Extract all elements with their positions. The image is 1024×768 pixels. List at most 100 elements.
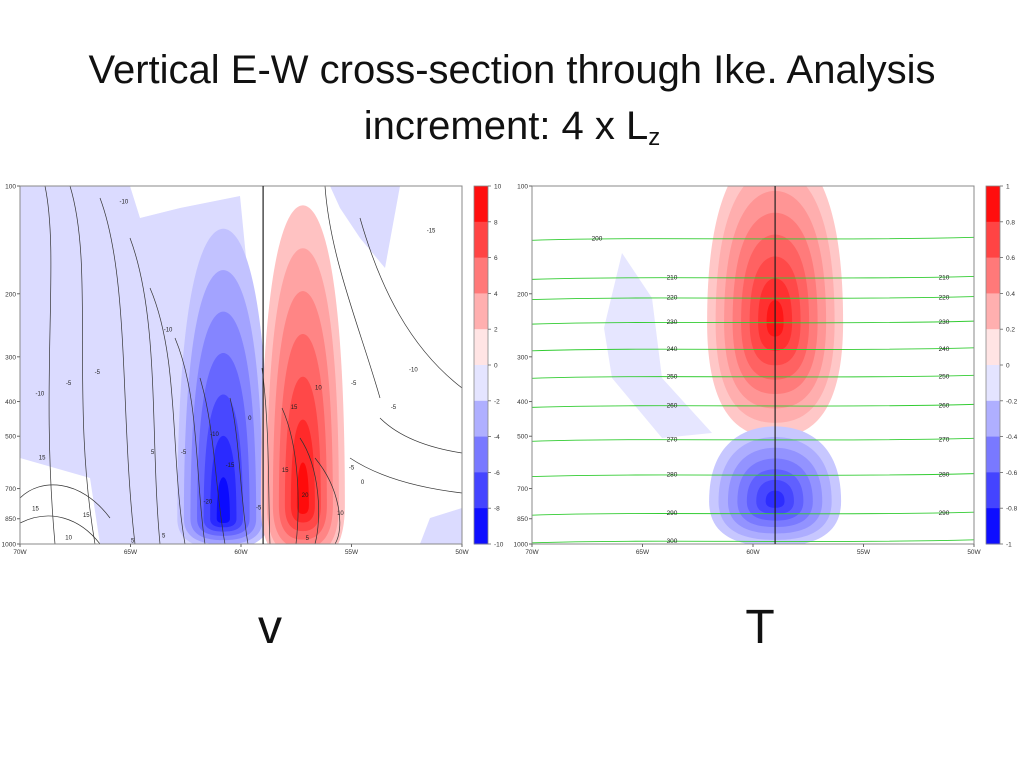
t-isotherm-line <box>532 347 974 352</box>
v-contour-label: 10 <box>65 535 72 541</box>
v-contour-line <box>359 217 462 389</box>
t-x-tick-label: 60W <box>746 549 760 556</box>
v-contour-label: -5 <box>181 450 187 456</box>
t-isotherm-line <box>532 437 974 442</box>
v-contours <box>20 186 462 544</box>
v-contour-line <box>44 186 56 544</box>
v-contour-label: 10 <box>337 511 344 517</box>
v-contour-line <box>199 377 226 544</box>
v-contour-line <box>20 484 111 519</box>
t-colorbar-swatch <box>986 186 1000 223</box>
v-y-tick-label: 1000 <box>2 542 17 549</box>
v-colorbar-swatch <box>474 293 488 330</box>
v-increment-band <box>296 462 309 514</box>
v-contour-label: 20 <box>302 493 309 499</box>
t-colorbar-swatch <box>986 400 1000 438</box>
v-contour-label: 15 <box>32 506 39 512</box>
chart-t-panel: 200 210 210 220 220 230 230 240 240 250 250 260 260 2… <box>514 184 1018 557</box>
t-colorbar-swatch <box>986 472 1000 509</box>
t-isotherm-label-left: 200 <box>592 235 603 242</box>
v-colorbar-swatch <box>474 221 488 259</box>
v-contour-line <box>99 197 136 544</box>
t-isotherm-label-left: 230 <box>667 319 678 326</box>
v-contour-label: 15 <box>39 455 46 461</box>
t-y-tick-label: 850 <box>517 516 528 523</box>
v-contour-label: 5 <box>151 450 155 456</box>
v-colorbar: 10 8 6 4 2 0 -2 -4 -6 -8 -10 <box>473 184 504 549</box>
v-contour-line <box>314 457 341 544</box>
v-contour-line <box>261 367 271 544</box>
t-isotherm-line <box>532 236 974 241</box>
v-contour-label: 10 <box>315 385 322 391</box>
t-x-tick-label: 65W <box>636 549 650 556</box>
v-contour-line <box>281 407 299 544</box>
t-y-tick-label: 300 <box>517 354 528 361</box>
v-x-tick-label: 60W <box>234 549 248 556</box>
t-isotherm-label-left: 260 <box>667 402 678 409</box>
chart-v-panel: -10 -15 -10 -5 -5 -10 -10 -5 -5 10 15 0 -10 5 -5 -15 15 -… <box>2 184 504 557</box>
v-colorbar-tick-label: 2 <box>494 327 498 334</box>
t-isotherm-line <box>532 374 974 379</box>
v-x-tick-label: 50W <box>455 549 469 556</box>
v-colorbar-tick-label: -2 <box>494 398 500 405</box>
v-contour-label: -15 <box>226 463 235 469</box>
t-isotherm-line <box>532 539 974 544</box>
panel-label-t: T <box>745 601 775 654</box>
t-colorbar-tick-label: 0.6 <box>1006 255 1015 262</box>
t-isotherm-label-left: 270 <box>667 436 678 443</box>
t-y-tick-label: 400 <box>517 399 528 406</box>
v-y-tick-label: 200 <box>5 291 16 298</box>
v-contour-label: 5 <box>306 536 310 542</box>
t-isotherm-line <box>532 275 974 280</box>
v-contour-label: 0 <box>248 416 252 422</box>
t-isotherms: 200 210 210 220 220 230 230 240 240 250 250 260 260 2… <box>532 235 974 544</box>
v-colorbar-swatch <box>474 365 488 402</box>
v-colorbar-swatch <box>474 186 488 223</box>
v-colorbar-swatch <box>474 329 488 366</box>
v-colorbar-swatch <box>474 508 488 545</box>
v-contour-label: -5 <box>66 381 72 387</box>
v-contour-label: -5 <box>349 466 355 472</box>
v-negative-region-light-lower <box>420 508 462 544</box>
t-colorbar-swatch <box>986 221 1000 259</box>
t-isotherm-label-left: 250 <box>667 373 678 380</box>
t-colorbar-tick-label: -0.6 <box>1006 470 1018 477</box>
v-contour-line <box>129 237 161 544</box>
v-contour-label: -5 <box>391 405 397 411</box>
t-isotherm-label-left: 280 <box>667 472 678 479</box>
t-y-tick-label: 1000 <box>514 542 529 549</box>
v-y-tick-label: 500 <box>5 434 16 441</box>
t-isotherm-label-right: 290 <box>939 510 950 517</box>
v-contour-line <box>299 437 319 544</box>
t-y-tick-label: 200 <box>517 291 528 298</box>
v-colorbar-tick-label: 0 <box>494 363 498 370</box>
t-isotherm-label-right: 240 <box>939 346 950 353</box>
v-colorbar-tick-label: -6 <box>494 470 500 477</box>
v-colorbar-tick-label: 6 <box>494 255 498 262</box>
v-increment-positive <box>260 205 345 544</box>
v-contour-label: -10 <box>409 368 418 374</box>
t-isotherm-label-right: 230 <box>939 319 950 326</box>
panel-label-v: v <box>258 601 282 654</box>
v-y-tick-label: 100 <box>5 184 16 191</box>
v-y-tick-label: 700 <box>5 486 16 493</box>
v-colorbar-tick-label: -10 <box>494 542 504 549</box>
t-y-tick-label: 500 <box>517 434 528 441</box>
v-contour-label: -5 <box>351 381 357 387</box>
t-negative-region-light <box>604 253 712 438</box>
v-colorbar-tick-label: -4 <box>494 434 500 441</box>
v-contour-label: 5 <box>162 534 166 540</box>
title-line-2-subscript: z <box>648 124 661 151</box>
t-x-tick-label: 50W <box>967 549 981 556</box>
v-contour-label: 15 <box>282 468 289 474</box>
v-colorbar-tick-label: 8 <box>494 219 498 226</box>
t-isotherm-label-left: 210 <box>667 274 678 281</box>
t-y-tick-label: 700 <box>517 486 528 493</box>
t-colorbar-tick-label: -1 <box>1006 542 1012 549</box>
v-contour-label: 15 <box>291 405 298 411</box>
title-line-2-prefix: increment: 4 x L <box>363 104 649 148</box>
v-contour-label: -10 <box>210 432 219 438</box>
v-contour-line <box>174 337 206 544</box>
v-contour-label: 0 <box>361 480 365 486</box>
